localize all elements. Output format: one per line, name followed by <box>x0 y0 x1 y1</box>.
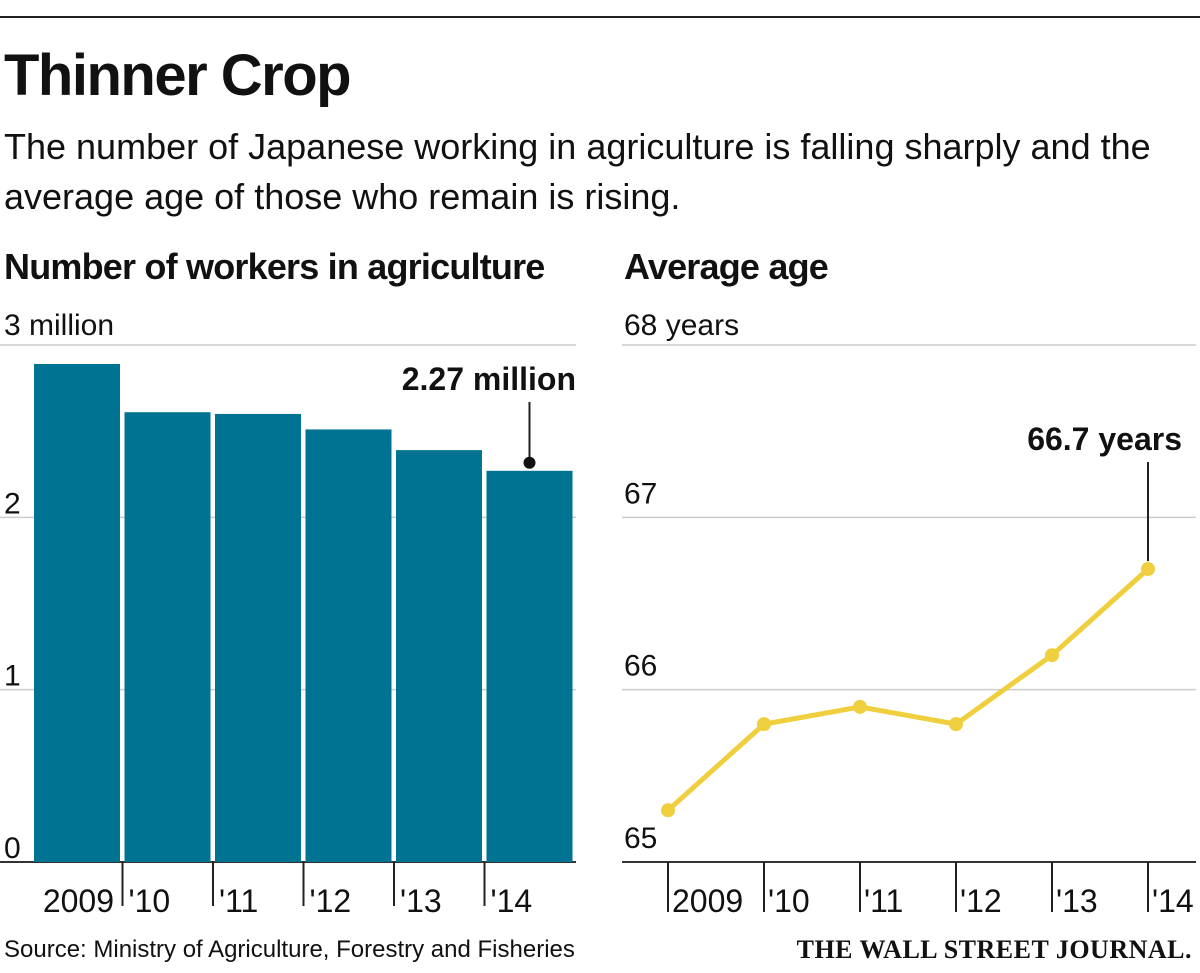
line-point <box>1045 648 1059 663</box>
bar <box>34 363 120 862</box>
wsj-logo: THE WALL STREET JOURNAL. <box>796 935 1192 964</box>
bar-x-tick-label: '14 <box>491 883 533 919</box>
line-point <box>1141 562 1155 577</box>
bar-y-tick-label: 1 <box>4 660 21 693</box>
line-point <box>949 717 963 732</box>
bar-panel-title: Number of workers in agriculture <box>4 246 545 287</box>
bar-x-tick-label: 2009 <box>43 883 114 919</box>
bar-y-tick-label: 0 <box>4 832 21 865</box>
bar-annotation-label: 2.27 million <box>402 361 576 397</box>
line-point <box>757 717 771 732</box>
line-series <box>666 567 1150 813</box>
chart-title: Thinner Crop <box>4 43 352 108</box>
line-annotation-label: 66.7 years <box>1027 421 1182 457</box>
top-rule <box>0 16 1200 18</box>
line-panel-title: Average age <box>624 246 829 287</box>
line-y-tick-label: 67 <box>624 477 657 510</box>
bar <box>215 413 301 862</box>
line-x-tick-label: '14 <box>1152 883 1194 919</box>
line-x-tick-label: '11 <box>864 883 903 919</box>
bar-y-tick-label: 3 million <box>4 309 114 342</box>
bar <box>305 429 392 862</box>
line-y-tick-label: 68 years <box>624 309 739 342</box>
bar-x-tick-label: '12 <box>310 883 352 919</box>
line-x-tick-label: 2009 <box>672 883 743 919</box>
line-x-tick-label: '12 <box>960 883 1002 919</box>
bar <box>486 470 573 862</box>
bar-x-tick-label: '10 <box>129 883 171 919</box>
bar <box>396 450 482 862</box>
line-x-tick-label: '13 <box>1056 883 1098 919</box>
line-point <box>853 699 867 714</box>
bar-x-tick-label: '13 <box>400 883 442 919</box>
bar-annotation-dot <box>523 456 536 469</box>
bar-x-tick-label: '11 <box>219 883 258 919</box>
source-note: Source: Ministry of Agriculture, Forestr… <box>4 936 575 963</box>
line-y-tick-label: 66 <box>624 650 657 683</box>
bar <box>124 412 211 862</box>
line-x-tick-label: '10 <box>768 883 810 919</box>
line-y-tick-label: 65 <box>624 822 657 855</box>
line-point <box>661 803 675 818</box>
chart-subtitle: The number of Japanese working in agricu… <box>4 126 1151 217</box>
bar-y-tick-label: 2 <box>4 487 21 520</box>
